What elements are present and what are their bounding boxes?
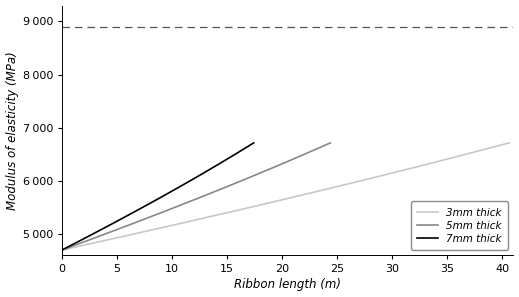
7mm thick	[236, 150, 242, 154]
5mm thick	[327, 141, 333, 145]
7mm thick	[59, 248, 65, 252]
7mm thick	[214, 163, 221, 167]
Line: 3mm thick: 3mm thick	[62, 143, 509, 250]
X-axis label: Ribbon length (m): Ribbon length (m)	[234, 279, 342, 291]
5mm thick	[265, 168, 271, 171]
7mm thick	[164, 192, 170, 196]
3mm thick	[506, 141, 512, 145]
Line: 7mm thick: 7mm thick	[62, 143, 254, 250]
3mm thick	[421, 163, 427, 167]
5mm thick	[295, 155, 301, 159]
3mm thick	[304, 192, 310, 196]
3mm thick	[472, 150, 479, 154]
7mm thick	[251, 141, 257, 145]
7mm thick	[227, 155, 234, 159]
5mm thick	[135, 219, 142, 223]
5mm thick	[307, 150, 313, 154]
Y-axis label: Modulus of elasticity (MPa): Modulus of elasticity (MPa)	[6, 51, 19, 210]
5mm thick	[276, 163, 282, 167]
3mm thick	[59, 248, 65, 252]
3mm thick	[452, 155, 458, 159]
3mm thick	[187, 219, 193, 223]
5mm thick	[59, 248, 65, 252]
7mm thick	[206, 168, 212, 171]
5mm thick	[206, 192, 212, 196]
Legend: 3mm thick, 5mm thick, 7mm thick: 3mm thick, 5mm thick, 7mm thick	[411, 201, 508, 250]
7mm thick	[114, 219, 120, 223]
Line: 5mm thick: 5mm thick	[62, 143, 330, 250]
3mm thick	[402, 168, 408, 171]
